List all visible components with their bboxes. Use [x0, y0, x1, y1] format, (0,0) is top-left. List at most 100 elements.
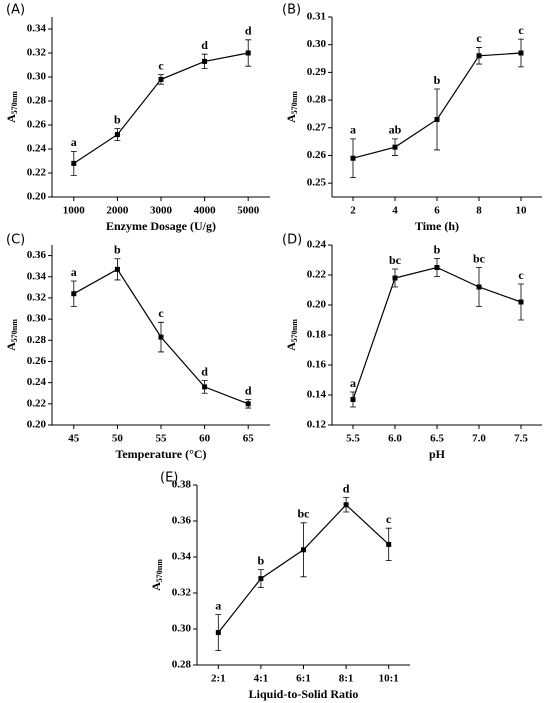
marker: [245, 401, 251, 407]
y-tick-label: 0.34: [172, 551, 192, 563]
y-axis-label: A570nm: [284, 91, 299, 123]
x-tick-label: 5.5: [346, 433, 360, 445]
x-tick-label: 2:1: [211, 673, 226, 685]
marker: [71, 160, 77, 166]
marker: [158, 334, 164, 340]
x-tick-label: 7.0: [472, 433, 486, 445]
y-tick-label: 0.26: [27, 119, 47, 131]
x-tick-label: 4: [392, 205, 398, 217]
x-axis-label: Time (h): [415, 219, 459, 233]
x-tick-label: 55: [156, 433, 168, 445]
panel-label: (C): [6, 233, 25, 248]
line: [352, 266, 522, 400]
significance-letter: c: [476, 31, 482, 45]
y-tick-label: 0.30: [27, 71, 47, 83]
significance-letter: b: [258, 553, 265, 567]
x-tick-label: 6.5: [430, 433, 444, 445]
x-tick-label: 2: [350, 205, 356, 217]
y-axis-label-main: A: [4, 342, 18, 351]
x-tick-label: 50: [112, 433, 124, 445]
y-tick-label: 0.24: [27, 143, 47, 155]
y-tick-label: 0.30: [172, 623, 192, 635]
marker: [392, 144, 398, 150]
x-axis-label: Enzyme Dosage (U/g): [106, 219, 216, 233]
y-tick-label: 0.32: [27, 47, 47, 59]
panel-label: (E): [160, 471, 178, 486]
significance-letter: d: [343, 481, 350, 495]
y-tick-label: 0.16: [307, 359, 327, 371]
significance-letter: b: [114, 243, 121, 257]
significance-letter: a: [71, 265, 77, 279]
y-axis-label: A570nm: [149, 559, 164, 591]
y-tick-label: 0.20: [307, 299, 327, 311]
significance-letter: d: [245, 24, 252, 38]
panel-label: (A): [6, 3, 25, 18]
marker: [158, 76, 164, 82]
x-tick-label: 6.0: [388, 433, 402, 445]
marker: [386, 541, 392, 547]
x-tick-label: 10: [516, 205, 528, 217]
significance-letter: d: [201, 364, 208, 378]
y-tick-label: 0.24: [307, 239, 327, 251]
x-tick-label: 65: [243, 433, 255, 445]
y-tick-label: 0.26: [307, 149, 327, 161]
y-tick-label: 0.18: [307, 329, 327, 341]
y-tick-label: 0.38: [172, 479, 192, 491]
significance-letter: c: [158, 58, 164, 72]
marker: [215, 630, 221, 636]
y-tick-label: 0.32: [172, 587, 192, 599]
x-axis-label: Liquid-to-Solid Ratio: [249, 687, 359, 701]
significance-letter: bc: [298, 507, 311, 521]
y-axis-label-main: A: [4, 114, 18, 123]
marker: [350, 155, 356, 161]
marker: [518, 299, 524, 305]
x-tick-label: 2000: [106, 205, 129, 217]
y-tick-label: 0.30: [307, 38, 327, 50]
significance-letter: c: [518, 268, 524, 282]
panel: (D) 5.5 6.0 6.5 7.0 7.5 0.12 0.14 0.16 0.18 0.20 0.…: [282, 233, 542, 461]
marker: [343, 502, 349, 508]
significance-letter: c: [158, 306, 164, 320]
marker: [518, 50, 524, 56]
marker: [202, 58, 208, 64]
marker: [350, 397, 356, 402]
y-tick-label: 0.12: [307, 419, 327, 431]
y-tick-label: 0.32: [27, 291, 47, 303]
marker: [476, 53, 482, 59]
significance-letter: b: [114, 112, 121, 126]
x-tick-label: 4000: [194, 205, 217, 217]
x-tick-label: 5000: [237, 205, 260, 217]
significance-letter: c: [518, 23, 524, 37]
y-tick-label: 0.28: [307, 94, 327, 106]
significance-letter: a: [215, 598, 221, 612]
y-axis-label: A570nm: [284, 319, 299, 351]
marker: [258, 576, 264, 582]
y-axis-label-main: A: [284, 342, 298, 351]
significance-letter: b: [434, 242, 441, 256]
significance-letter: bc: [473, 251, 486, 265]
marker: [71, 291, 77, 297]
y-tick-label: 0.20: [27, 191, 47, 203]
x-tick-label: 6: [434, 205, 440, 217]
panel: (A) 1000 2000 3000 4000 5000 0.20 0.22 0.24 0.26 0…: [4, 3, 270, 233]
y-tick-label: 0.14: [307, 389, 327, 401]
significance-letter: b: [434, 73, 441, 87]
marker: [202, 384, 208, 390]
y-tick-label: 0.30: [27, 313, 47, 325]
x-tick-label: 7.5: [514, 433, 528, 445]
y-axis-label-main: A: [284, 114, 298, 123]
marker: [434, 265, 440, 270]
x-tick-label: 4:1: [254, 673, 269, 685]
significance-letter: c: [386, 512, 392, 526]
y-tick-label: 0.24: [27, 376, 47, 388]
y-axis-label: A570nm: [4, 319, 19, 351]
significance-letter: ab: [389, 123, 402, 137]
significance-letter: a: [71, 135, 77, 149]
x-tick-label: 60: [199, 433, 211, 445]
y-axis-label-sub: 570nm: [290, 319, 299, 342]
y-tick-label: 0.25: [307, 177, 327, 189]
y-tick-label: 0.34: [27, 270, 47, 282]
y-tick-label: 0.28: [27, 95, 47, 107]
marker: [114, 132, 120, 138]
